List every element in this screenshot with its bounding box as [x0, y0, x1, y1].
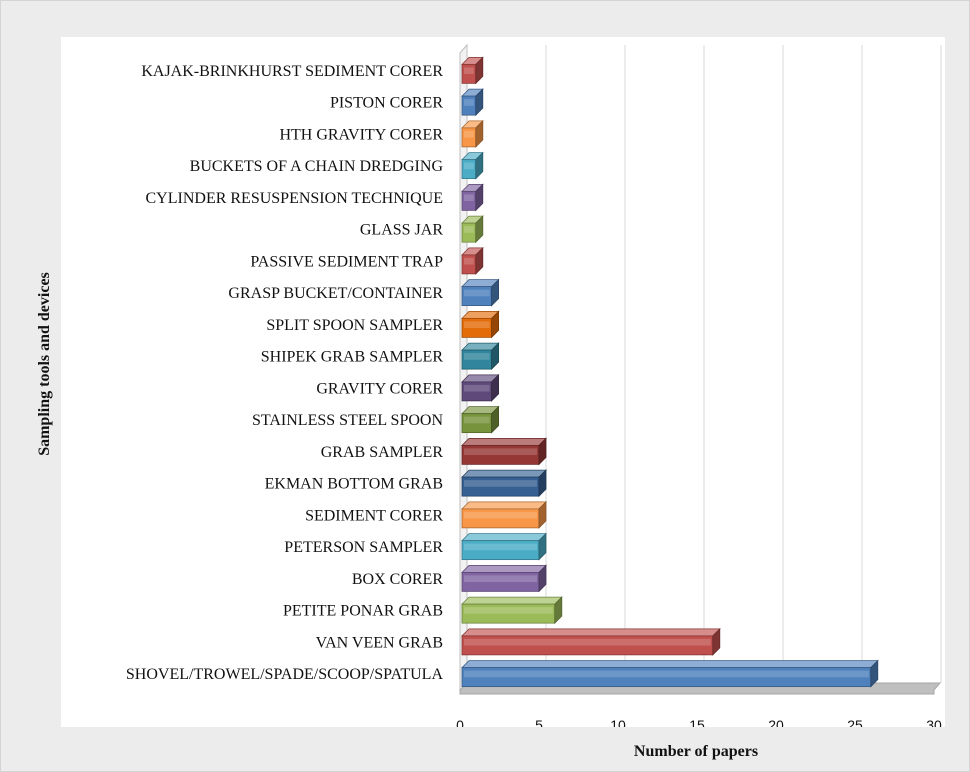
category-label: SEDIMENT CORER: [305, 507, 443, 524]
category-label: GRAVITY CORER: [316, 380, 443, 397]
bar: [461, 278, 500, 307]
category-label: CYLINDER RESUSPENSION TECHNIQUE: [146, 190, 444, 207]
bar: [461, 310, 500, 339]
category-label: SHOVEL/TROWEL/SPADE/SCOOP/SPATULA: [126, 666, 444, 683]
category-label: VAN VEEN GRAB: [316, 634, 443, 651]
category-label: KAJAK-BRINKHURST SEDIMENT CORER: [141, 63, 443, 80]
category-label: PETERSON SAMPLER: [284, 539, 443, 556]
category-label: GRASP BUCKET/CONTAINER: [228, 285, 443, 302]
category-label: SHIPEK GRAB SAMPLER: [261, 349, 444, 366]
x-tick-label: 10: [610, 717, 626, 727]
bar: [461, 437, 547, 466]
category-label: BOX CORER: [352, 571, 443, 588]
category-label: PISTON CORER: [330, 95, 443, 112]
bar: [461, 373, 500, 402]
x-tick-labels: 0 5 10 15 20 25 30: [456, 717, 942, 727]
bar: [461, 627, 721, 656]
bar: [461, 88, 484, 117]
x-tick-label: 30: [926, 717, 942, 727]
x-tick-label: 25: [847, 717, 863, 727]
category-label: EKMAN BOTTOM GRAB: [265, 476, 443, 493]
category-labels: KAJAK-BRINKHURST SEDIMENT CORER PISTON CO…: [126, 63, 444, 683]
gridlines: [459, 43, 942, 692]
bar: [461, 500, 547, 529]
bar: [461, 183, 484, 212]
bar: [461, 564, 547, 593]
category-label: BUCKETS OF A CHAIN DREDGING: [190, 158, 444, 175]
x-tick-label: 5: [535, 717, 543, 727]
bar: [461, 215, 484, 244]
bar: [461, 151, 484, 180]
category-label: SPLIT SPOON SAMPLER: [266, 317, 443, 334]
x-tick-label: 20: [768, 717, 784, 727]
bar: [461, 659, 879, 688]
bar: [461, 596, 563, 625]
plot-area: KAJAK-BRINKHURST SEDIMENT CORER PISTON CO…: [61, 37, 945, 727]
bar: [461, 246, 484, 275]
category-label: PETITE PONAR GRAB: [283, 603, 443, 620]
bars: [461, 56, 879, 688]
category-label: HTH GRAVITY CORER: [279, 126, 443, 143]
bar: [461, 56, 484, 85]
bar: [461, 469, 547, 498]
bar: [461, 532, 547, 561]
bar: [461, 119, 484, 148]
bar: [461, 405, 500, 434]
category-label: GRAB SAMPLER: [321, 444, 444, 461]
category-label: PASSIVE SEDIMENT TRAP: [250, 253, 443, 270]
x-tick-label: 0: [456, 717, 464, 727]
bar-chart: KAJAK-BRINKHURST SEDIMENT CORER PISTON CO…: [126, 43, 942, 727]
category-label: GLASS JAR: [360, 222, 443, 239]
category-label: STAINLESS STEEL SPOON: [252, 412, 443, 429]
bar: [461, 342, 500, 371]
x-tick-label: 15: [689, 717, 705, 727]
